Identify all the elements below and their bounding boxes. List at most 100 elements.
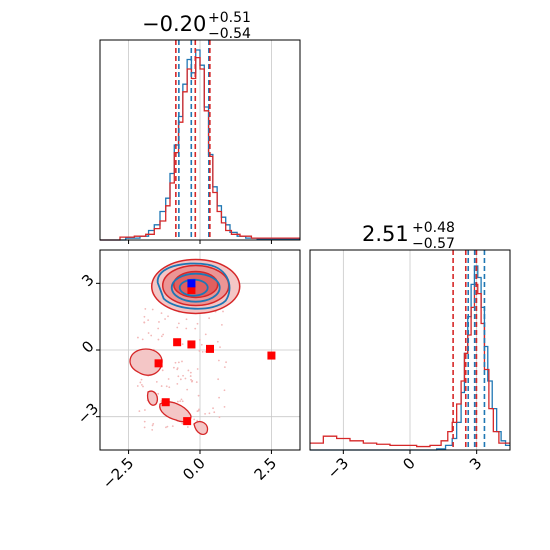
sample-dot <box>176 326 179 329</box>
sample-dot <box>177 322 180 325</box>
sample-dot <box>174 361 177 364</box>
sample-dot <box>157 327 160 330</box>
x-ticks-hist2: −3 0 3 <box>324 450 485 482</box>
y-ticks-2d: −3 0 3 <box>74 271 102 428</box>
sample-dot <box>197 394 200 397</box>
sample-dot <box>160 312 163 315</box>
title-param2-plus: +0.48 <box>412 220 455 236</box>
sample-dot <box>139 381 142 384</box>
sample-dot <box>201 350 204 353</box>
sample-dot <box>144 409 146 411</box>
sample-dot <box>220 323 223 326</box>
sample-dot <box>208 317 211 320</box>
tick-label-y2d-1: 0 <box>78 337 97 356</box>
title-param2: 2.51 +0.48 −0.57 <box>362 220 455 252</box>
sample-dot <box>140 383 143 386</box>
sample-dot <box>181 343 184 346</box>
sample-dot <box>143 315 146 318</box>
red-marker-0 <box>154 359 163 368</box>
sample-dot <box>198 350 201 352</box>
sample-dot <box>181 360 183 363</box>
title-param1-plus: +0.51 <box>208 10 251 26</box>
quantile-lines-param1 <box>175 40 211 240</box>
sample-dot <box>189 371 192 374</box>
sample-dot <box>187 369 190 372</box>
sample-dot <box>204 333 207 336</box>
sample-dot <box>185 327 188 330</box>
sample-dot <box>182 374 184 377</box>
sample-dot <box>184 377 187 380</box>
sample-dot <box>160 335 163 338</box>
sample-dot <box>151 308 154 311</box>
sample-dot <box>141 338 144 341</box>
x-ticks-2d: −2.5 0.0 2.5 <box>99 450 280 493</box>
sample-dot <box>176 368 179 371</box>
sample-dot <box>196 410 199 413</box>
sample-dot <box>176 400 179 403</box>
sample-dot <box>204 412 206 415</box>
x-ticks-hist1 <box>128 240 272 244</box>
sample-dot <box>177 361 180 364</box>
sample-dot <box>213 411 216 414</box>
sample-dot <box>165 385 168 388</box>
tick-label-hist2-2: 3 <box>466 454 485 473</box>
sample-dot <box>179 378 182 381</box>
sample-dot <box>176 382 179 385</box>
sample-dot <box>143 426 146 429</box>
sample-dot <box>140 378 143 381</box>
sample-dot <box>208 412 211 415</box>
sample-dot <box>218 396 220 399</box>
sample-dot <box>225 361 227 364</box>
red-blob-left <box>129 348 163 376</box>
title-param1-value: −0.20 <box>142 12 206 36</box>
hist1-red-line <box>100 56 300 241</box>
blue-contour-outer <box>156 262 231 310</box>
sample-dot <box>223 405 226 408</box>
sample-dot <box>136 385 139 387</box>
sample-dot <box>191 380 193 383</box>
red-marker-1 <box>173 338 182 347</box>
sample-dot <box>137 336 139 339</box>
sample-dot <box>151 428 154 431</box>
tick-label-y2d-2: 3 <box>78 271 97 290</box>
sample-dot <box>173 366 175 369</box>
sample-dot <box>143 321 146 324</box>
sample-dot <box>160 385 163 387</box>
sample-dot <box>219 346 221 349</box>
sample-dot <box>222 310 224 313</box>
sample-dot <box>200 343 203 346</box>
sample-dot <box>185 318 188 321</box>
panel-2d: −2.5 0.0 2.5 −3 0 3 <box>74 249 301 493</box>
sample-dot <box>138 410 141 413</box>
sample-dot <box>167 378 170 380</box>
sample-dot <box>147 319 150 322</box>
red-blob-small <box>146 390 159 406</box>
tick-label-x2d-0: −2.5 <box>99 454 137 492</box>
sample-dot <box>180 398 183 401</box>
quantile-lines-param2 <box>452 250 486 450</box>
sample-dot <box>151 424 154 427</box>
hist1-series <box>100 49 300 241</box>
red-marker-5 <box>161 398 170 407</box>
sample-dot <box>217 378 220 381</box>
sample-dot <box>198 408 200 411</box>
sample-dot <box>223 389 226 392</box>
tick-label-x2d-1: 0.0 <box>179 454 209 484</box>
panel-hist-param1 <box>99 39 301 244</box>
sample-dot <box>186 388 189 391</box>
sample-dot <box>168 386 171 389</box>
sample-dot <box>179 400 182 403</box>
sample-dot <box>165 426 167 429</box>
sample-dot <box>162 333 165 336</box>
sample-dot <box>193 418 196 421</box>
sample-dot <box>181 422 184 425</box>
marker-points <box>154 279 276 426</box>
sample-dot <box>216 340 219 343</box>
red-marker-2 <box>187 340 196 349</box>
tick-label-y2d-0: −3 <box>74 399 102 427</box>
sample-dot <box>195 381 198 384</box>
sample-dot <box>150 334 153 337</box>
red-marker-4 <box>267 351 276 360</box>
sample-dot <box>166 425 169 428</box>
sample-dot <box>181 400 184 403</box>
